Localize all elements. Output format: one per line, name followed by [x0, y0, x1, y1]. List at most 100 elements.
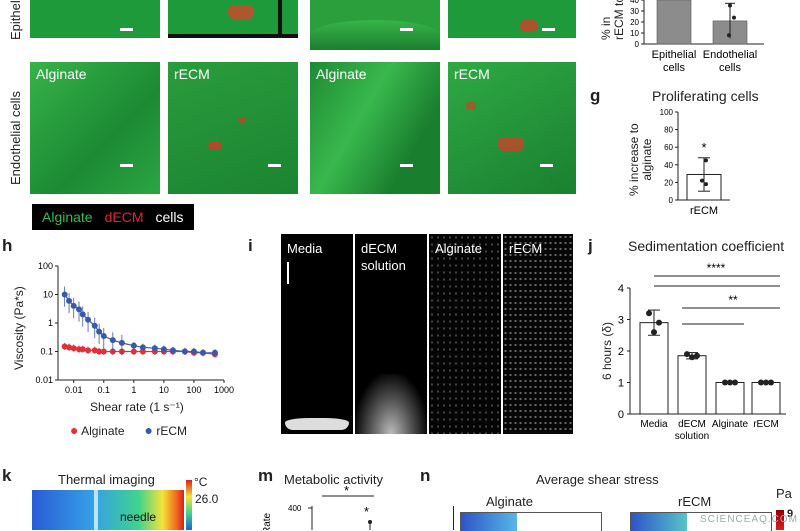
- y-tick-label: 100: [660, 108, 674, 117]
- x-tick-label: dECM: [678, 419, 706, 430]
- x-tick-label: Endothelial: [703, 49, 757, 61]
- data-point: [130, 348, 137, 355]
- panel-g-ylabel: % increase to alginate: [627, 123, 654, 196]
- significance-star: *: [701, 140, 706, 155]
- legend-cells: cells: [155, 209, 184, 225]
- y-tick-label: 4: [618, 283, 624, 295]
- micrograph-epithelial-1: [30, 0, 160, 38]
- scale-bar: [540, 164, 553, 167]
- data-point: [66, 344, 73, 351]
- colorbar-max: 9: [787, 508, 794, 520]
- image-label: Media: [287, 241, 323, 256]
- y-tick-label: 40: [630, 0, 639, 5]
- panel-n-unit: Pa: [776, 486, 792, 501]
- data-point: [651, 329, 657, 336]
- panel-n-sub-recm: rECM: [678, 494, 712, 509]
- data-point: [96, 328, 103, 335]
- y-tick-label: 30: [630, 7, 639, 16]
- data-point: [727, 33, 731, 38]
- data-point: [656, 319, 662, 326]
- panel-g-title: Proliferating cells: [652, 88, 759, 104]
- data-point: [199, 349, 206, 356]
- tile-label: Alginate: [36, 66, 87, 82]
- y-tick-label: 20: [664, 178, 673, 187]
- data-point: [109, 337, 116, 344]
- significance-stars: ****: [707, 261, 726, 275]
- x-tick-label: solution: [675, 431, 709, 442]
- image-label: rECM: [509, 241, 543, 256]
- scale-bar: [400, 164, 413, 167]
- data-point: [211, 349, 218, 356]
- shear-map-recm: [630, 512, 772, 531]
- data-point: [130, 342, 137, 349]
- x-tick-label: cells: [719, 62, 742, 74]
- data-point: [768, 379, 774, 386]
- legend-item-recm: ● rECM: [145, 422, 187, 438]
- scale-bar: [120, 28, 133, 31]
- panel-m-ylabel: Rate: [262, 512, 273, 530]
- shear-colorbar: [776, 510, 784, 530]
- y-tick-label: 10: [630, 29, 639, 38]
- tile-label: rECM: [454, 66, 490, 82]
- panel-j-title: Sedimentation coefficient: [628, 238, 785, 254]
- y-tick-label: 80: [664, 126, 673, 135]
- y-tick-label: 0.01: [35, 375, 53, 385]
- micrograph-endothelial-alginate-2: Alginate: [310, 62, 440, 194]
- panel-letter-n: n: [420, 466, 431, 485]
- data-point: [85, 316, 92, 323]
- x-tick-label: cells: [663, 62, 686, 74]
- data-point: [190, 348, 197, 355]
- data-point: [100, 332, 107, 339]
- data-point: [91, 322, 98, 329]
- legend-decm: dECM: [104, 209, 144, 225]
- x-tick-label: 0.01: [65, 385, 83, 395]
- data-point: [96, 348, 103, 355]
- scale-bar: [287, 262, 289, 284]
- data-point: [66, 297, 73, 304]
- panel-k-unit: °C: [194, 475, 208, 489]
- data-point: [727, 379, 733, 386]
- bar: [677, 355, 707, 415]
- data-point: [694, 352, 700, 359]
- data-point: [100, 348, 107, 355]
- data-point: [728, 3, 732, 8]
- data-point: [704, 182, 708, 187]
- watermark: SCIENCEAQ.COM: [700, 514, 799, 525]
- panel-k-title: Thermal imaging: [58, 472, 155, 487]
- panel-letter-g: g: [590, 86, 601, 105]
- micrograph-epithelial-3: [310, 0, 440, 50]
- legend-label: rECM: [156, 424, 187, 438]
- y-tick-label: 60: [664, 143, 673, 152]
- x-tick-label: Epithelial: [652, 49, 697, 61]
- data-point: [181, 348, 188, 355]
- y-tick-label: 10: [43, 290, 53, 300]
- y-tick-label: 40: [664, 161, 673, 170]
- panel-g-chart: 0 20 40 60 80 100 * rECM: [660, 108, 730, 217]
- data-point: [689, 354, 695, 361]
- legend-dot: ●: [144, 422, 153, 438]
- panel-letter-i: i: [248, 236, 253, 255]
- panel-f-ylabel: % in rECM to: [599, 0, 630, 40]
- image-label: Alginate: [435, 241, 482, 256]
- bar: [751, 382, 781, 415]
- tile-label: Alginate: [316, 66, 367, 82]
- data-point: [700, 178, 704, 183]
- y-tick-label: 100: [38, 261, 53, 271]
- data-point: [722, 379, 728, 386]
- data-point: [732, 379, 738, 386]
- data-point: [79, 311, 86, 318]
- image-label: dECM solution: [361, 241, 406, 273]
- axis-arrow: [453, 506, 454, 530]
- x-tick-label: 0.1: [98, 385, 111, 395]
- y-tick-label: 0.1: [40, 347, 53, 357]
- sig-star: *: [344, 486, 349, 498]
- y-tick-label: 2: [618, 346, 624, 358]
- legend-dot: ●: [70, 422, 79, 438]
- x-tick-label: 10: [159, 385, 169, 395]
- scale-bar: [120, 164, 133, 167]
- data-point: [732, 15, 736, 20]
- scale-bar: [268, 164, 281, 167]
- data-point: [79, 346, 86, 353]
- legend-item-alginate: ● Alginate: [70, 422, 125, 438]
